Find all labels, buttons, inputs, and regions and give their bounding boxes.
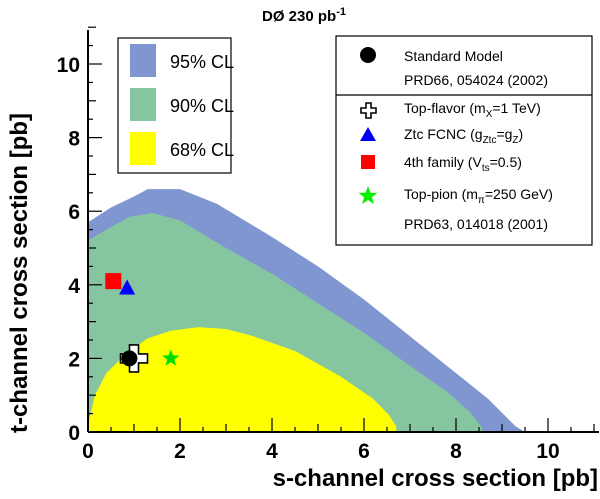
legend-ztc-label: Ztc FCNC (gZtc=gZ) — [404, 126, 523, 146]
legend-ztc-post: ) — [519, 126, 524, 142]
legend-4th-family-post: =0.5) — [490, 154, 522, 170]
legend-top-flavor-marker — [360, 102, 377, 119]
cl-legend-swatch-68 — [130, 132, 156, 165]
cl-legend-label-95: 95% CL — [170, 52, 234, 72]
legend-ztc-sub: Ztc — [483, 135, 497, 146]
legend-standard-model-marker — [360, 47, 376, 63]
legend-standard-model-ref: PRD66, 054024 (2002) — [404, 72, 548, 88]
legend-4th-family-sub: ts — [482, 163, 490, 174]
legend-top-flavor-post: =1 TeV) — [492, 100, 540, 116]
y-tick-label: 0 — [68, 422, 80, 445]
x-tick-label: 0 — [82, 440, 94, 463]
legend-4th-family-label: 4th family (Vts=0.5) — [404, 154, 522, 174]
x-tick-label: 6 — [358, 440, 370, 463]
x-tick-label: 4 — [266, 440, 278, 463]
legend-4th-family-marker — [361, 155, 375, 169]
confidence-regions — [88, 189, 525, 432]
chart-title-main: DØ 230 pb — [262, 8, 336, 25]
chart-title-superscript: -1 — [336, 6, 346, 18]
legend-top-pion-pre: Top-pion (m — [404, 186, 478, 202]
legend-top-pion-marker — [358, 186, 378, 205]
axis-ticks: 0 2 4 6 8 10 0 2 4 6 8 10 — [57, 26, 595, 463]
x-tick-label: 10 — [536, 440, 559, 463]
legend-ztc-marker — [360, 127, 376, 141]
legend-standard-model-label: Standard Model — [404, 48, 503, 64]
y-tick-label: 2 — [68, 348, 80, 371]
model-legend: Standard Model PRD66, 054024 (2002) Top-… — [335, 35, 593, 246]
y-tick-label: 6 — [68, 201, 80, 224]
legend-ztc-mid: =g — [496, 126, 512, 142]
point-top-pion — [162, 349, 180, 366]
region-68-cl — [88, 327, 397, 432]
point-ztc-fcnc — [119, 279, 136, 295]
legend-top-pion-label: Top-pion (mπ=250 GeV) — [404, 186, 553, 206]
legend-top-pion-sub: π — [478, 195, 485, 206]
cl-legend-label-68: 68% CL — [170, 140, 234, 160]
legend-ztc-sub2: Z — [512, 135, 518, 146]
model-points — [105, 273, 180, 373]
y-tick-label: 8 — [68, 128, 80, 151]
y-axis-title: t-channel cross section [pb] — [6, 113, 33, 433]
model-legend-frame — [335, 35, 593, 246]
x-axis-title: s-channel cross section [pb] — [273, 465, 598, 492]
y-tick-label: 10 — [57, 54, 80, 77]
legend-top-flavor-pre: Top-flavor (m — [404, 100, 486, 116]
x-tick-label: 8 — [450, 440, 462, 463]
y-tick-label: 4 — [68, 275, 80, 298]
cl-legend-label-90: 90% CL — [170, 96, 234, 116]
legend-top-flavor-label: Top-flavor (mX=1 TeV) — [404, 100, 541, 120]
chart-title: DØ 230 pb-1 — [262, 6, 346, 25]
cl-legend: 95% CL 90% CL 68% CL — [117, 37, 234, 174]
legend-4th-family-pre: 4th family (V — [404, 154, 482, 170]
cl-legend-swatch-90 — [130, 88, 156, 121]
x-tick-label: 2 — [174, 440, 186, 463]
legend-ztc-pre: Ztc FCNC (g — [404, 126, 483, 142]
point-4th-family — [105, 273, 122, 290]
point-standard-model — [121, 350, 138, 367]
cl-legend-swatch-95 — [130, 44, 156, 77]
legend-top-flavor-sub: X — [486, 109, 493, 120]
legend-ref2: PRD63, 014018 (2001) — [404, 216, 548, 232]
legend-top-pion-post: =250 GeV) — [485, 186, 553, 202]
